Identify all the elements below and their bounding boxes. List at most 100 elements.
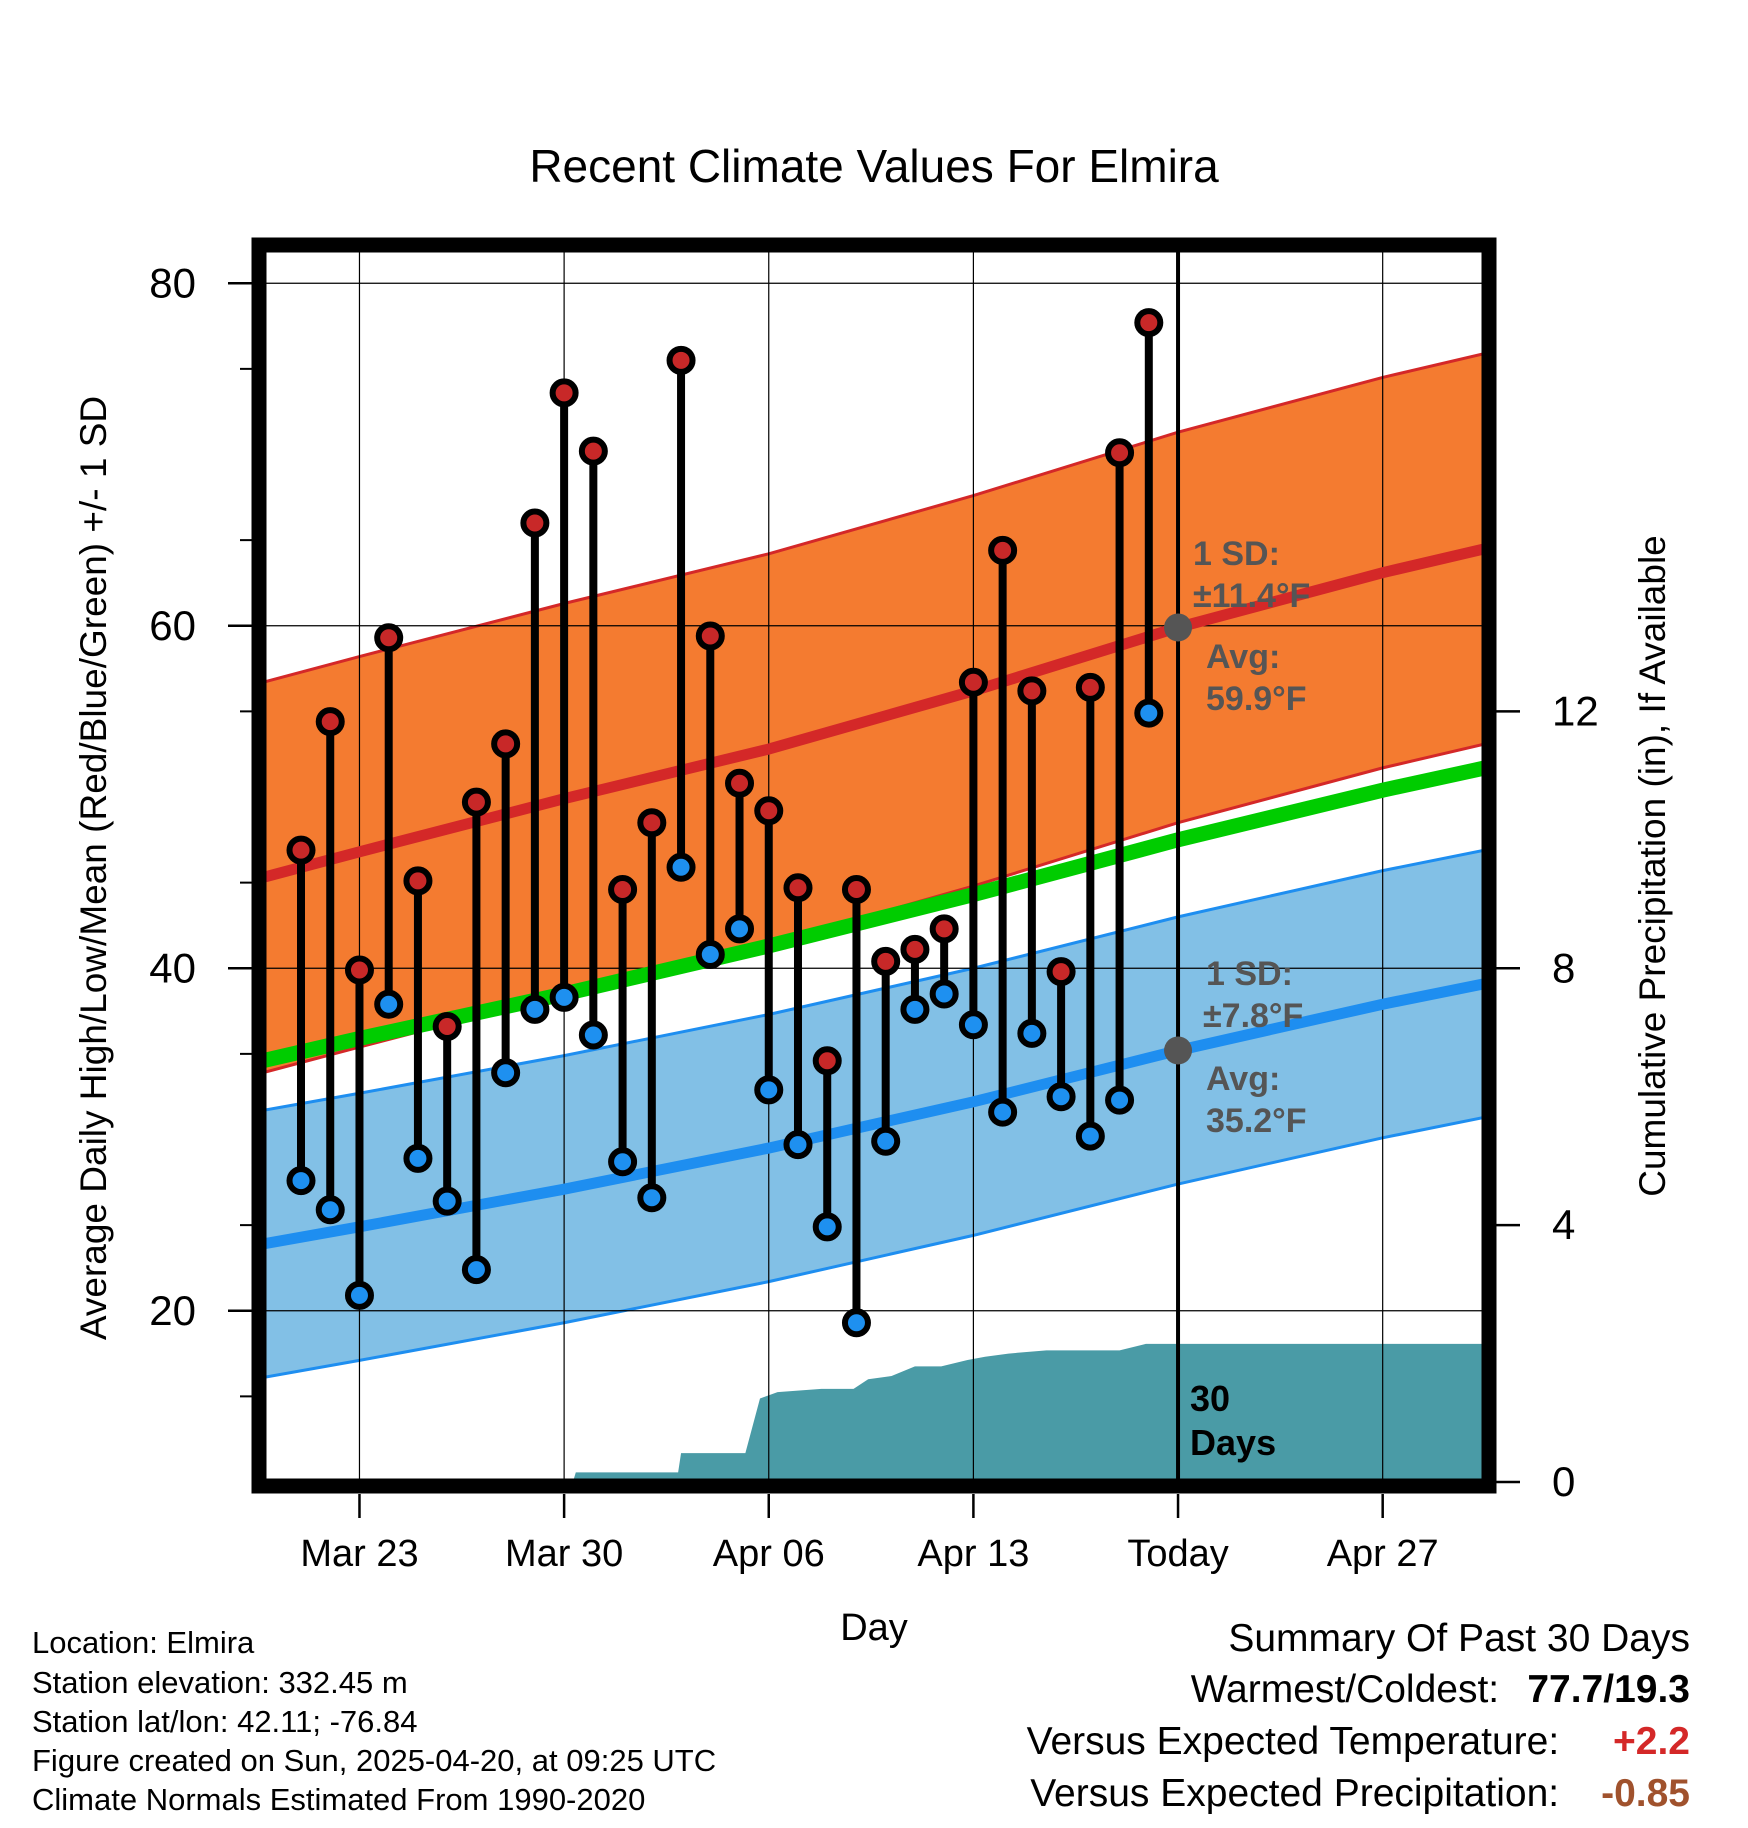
temp-value: +2.2 <box>1613 1720 1690 1763</box>
x-tick-label: Mar 30 <box>505 1533 623 1575</box>
daily-low-point <box>432 1186 462 1216</box>
daily-low-point <box>841 1308 871 1338</box>
daily-high-point <box>695 621 725 651</box>
high-sd-label: 1 SD: <box>1193 535 1280 573</box>
precipitation-fill <box>263 1343 1485 1482</box>
daily-high-point <box>344 955 374 985</box>
daily-low-point <box>461 1255 491 1285</box>
daily-low-point <box>958 1010 988 1040</box>
x-tick-label: Apr 06 <box>713 1533 825 1575</box>
y-tick-label: 20 <box>149 1287 196 1334</box>
summary-precip: Versus Expected Precipitation: -0.85 <box>1030 1772 1690 1816</box>
footer-latlon: Station lat/lon: 42.11; -76.84 <box>32 1704 418 1739</box>
daily-high-point <box>900 934 930 964</box>
chart-title: Recent Climate Values For Elmira <box>529 140 1219 192</box>
low-avg-label: Avg: <box>1206 1060 1280 1098</box>
daily-low-point <box>871 1126 901 1156</box>
daily-low-point <box>754 1075 784 1105</box>
daily-high-point <box>432 1011 462 1041</box>
y2-axis-label: Cumulative Precipitation (in), If Availa… <box>1632 535 1673 1197</box>
today-low-normal-point <box>1164 1036 1193 1065</box>
plot-frame <box>251 237 1497 1494</box>
normal-low-line <box>263 978 1485 1250</box>
daily-low-point <box>929 979 959 1009</box>
y-tick-label: 80 <box>149 259 196 306</box>
axes: 20 40 60 80 0 4 8 12 Mar 23 Mar 30 Apr 06 Apr 13 Tod… <box>149 259 1598 1575</box>
x-tick-label: Mar 23 <box>300 1533 418 1575</box>
y-tick-label: 60 <box>149 602 196 649</box>
daily-low-point <box>637 1183 667 1213</box>
daily-low-point <box>520 994 550 1024</box>
daily-low-point <box>900 994 930 1024</box>
daily-high-point <box>374 623 404 653</box>
daily-high-point <box>812 1046 842 1076</box>
daily-high-point <box>841 874 871 904</box>
daily-low-point <box>725 914 755 944</box>
daily-low-point <box>1075 1121 1105 1151</box>
daily-low-point <box>1134 698 1164 728</box>
daily-low-point <box>1017 1018 1047 1048</box>
today-label-count: 30 <box>1190 1378 1230 1419</box>
daily-high-point <box>403 866 433 896</box>
footer-location: Location: Elmira <box>32 1625 255 1660</box>
daily-low-point <box>403 1143 433 1173</box>
daily-low-point <box>666 852 696 882</box>
today-high-normal-point <box>1164 613 1193 642</box>
daily-high-point <box>491 729 521 759</box>
low-sd-label: 1 SD: <box>1206 955 1293 993</box>
daily-high-point <box>666 345 696 375</box>
x-axis-label: Day <box>840 1607 908 1649</box>
temp-label: Versus Expected Temperature: <box>1026 1720 1560 1763</box>
daily-high-point <box>958 667 988 697</box>
daily-high-point <box>1046 957 1076 987</box>
daily-high-point <box>783 873 813 903</box>
daily-low-point <box>315 1195 345 1225</box>
y2-tick-label: 0 <box>1552 1458 1575 1505</box>
daily-low-point <box>374 989 404 1019</box>
daily-low-point <box>578 1020 608 1050</box>
high-avg-label: Avg: <box>1206 638 1280 676</box>
footer-created: Figure created on Sun, 2025-04-20, at 09… <box>32 1743 717 1778</box>
normal-high-line <box>263 543 1485 883</box>
daily-high-point <box>988 535 1018 565</box>
daily-high-point <box>520 508 550 538</box>
low-sd-band-upper-edge <box>263 848 1485 1112</box>
x-tick-label: Apr 27 <box>1327 1533 1439 1575</box>
warm-cold-value: 77.7/19.3 <box>1527 1668 1690 1711</box>
low-avg-value: 35.2°F <box>1206 1102 1307 1140</box>
normal-mean-line <box>263 760 1485 1069</box>
daily-high-point <box>725 768 755 798</box>
daily-high-point <box>1134 308 1164 338</box>
normal-annotations: 1 SD: ±11.4°F Avg: 59.9°F 1 SD: ±7.8°F Avg: 35.… <box>1193 535 1310 1140</box>
high-avg-value: 59.9°F <box>1206 680 1307 718</box>
precipitation-area <box>263 1343 1485 1482</box>
daily-low-point <box>491 1058 521 1088</box>
daily-high-point <box>637 808 667 838</box>
daily-high-point <box>608 874 638 904</box>
y2-tick-label: 8 <box>1552 944 1575 991</box>
x-tick-label: Today <box>1127 1533 1228 1575</box>
daily-low-point <box>286 1166 316 1196</box>
daily-low-point <box>812 1212 842 1242</box>
x-tick-label: Apr 13 <box>917 1533 1029 1575</box>
daily-low-point <box>1046 1082 1076 1112</box>
normal-lines <box>263 543 1485 1250</box>
daily-high-point <box>1105 438 1135 468</box>
daily-low-point <box>549 982 579 1012</box>
daily-high-point <box>549 378 579 408</box>
daily-highs-lows <box>286 308 1164 1338</box>
summary-warm-cold: Warmest/Coldest: 77.7/19.3 <box>1191 1668 1690 1712</box>
normal-bands <box>263 352 1485 1380</box>
today-label-unit: Days <box>1190 1422 1276 1463</box>
low-sd-value: ±7.8°F <box>1203 997 1303 1035</box>
daily-high-point <box>1017 676 1047 706</box>
footer-elevation: Station elevation: 332.45 m <box>32 1665 408 1700</box>
y-tick-label: 40 <box>149 944 196 991</box>
daily-high-point <box>1075 672 1105 702</box>
daily-high-point <box>754 796 784 826</box>
warm-cold-label: Warmest/Coldest: <box>1190 1668 1500 1711</box>
daily-high-point <box>461 787 491 817</box>
